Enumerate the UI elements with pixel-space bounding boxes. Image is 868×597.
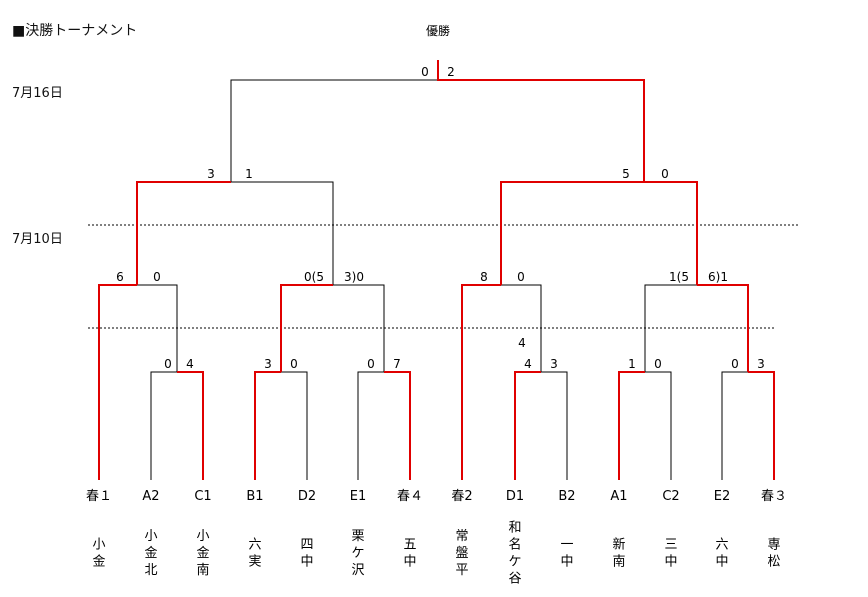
score-r1-m5-right: 0	[654, 357, 662, 371]
line-r2-m1-loser	[137, 284, 178, 372]
team-code-12: E2	[714, 489, 731, 504]
score-r1-m4-left: 4	[524, 357, 532, 371]
score-r1-m6-left: 0	[731, 357, 739, 371]
score-r1-m5-left: 1	[628, 357, 636, 371]
line-team-E2	[721, 371, 748, 480]
team-name-11: 三中	[664, 538, 677, 570]
score-r1-m1-left: 0	[164, 357, 172, 371]
win-path-haru2	[461, 284, 501, 480]
line-team-D2	[281, 371, 308, 480]
score-r2-m1-left: 6	[116, 270, 124, 284]
score-r2-m4-right: 6)1	[708, 270, 728, 284]
win-path-r2-m2	[280, 284, 333, 372]
team-name-6: 五中	[403, 538, 416, 570]
team-code-10: A1	[610, 489, 627, 504]
team-code-2: C1	[194, 489, 211, 504]
date-label-early: 7月10日	[12, 232, 63, 247]
team-name-4: 四中	[300, 538, 313, 570]
score-r2-m2-right: 3)0	[344, 270, 364, 284]
team-code-0: 春１	[86, 489, 112, 504]
line-final-loser	[230, 79, 438, 182]
score-r2-m4-left: 1(5	[669, 270, 689, 284]
team-code-4: D2	[298, 489, 316, 504]
score-r3-m2-right: 0	[661, 167, 669, 181]
team-code-11: C2	[662, 489, 679, 504]
line-team-C2	[645, 371, 672, 480]
win-path-r2-m4	[697, 284, 749, 372]
line-team-B2	[541, 371, 568, 480]
score-r2-m3-left: 8	[480, 270, 488, 284]
win-path-r3-m2	[500, 181, 644, 285]
black-lines	[137, 79, 748, 480]
team-name-2: 小金南	[196, 529, 209, 578]
line-r2-m4-loser	[644, 284, 697, 372]
score-r2-m2-left: 0(5	[304, 270, 324, 284]
score-final-left: 0	[421, 65, 429, 79]
win-path-haru1	[98, 284, 137, 480]
team-name-5: 栗ケ沢	[351, 529, 364, 578]
team-code-6: 春４	[397, 489, 423, 504]
score-r1-m6-right: 3	[757, 357, 765, 371]
champion-label: 優勝	[426, 23, 450, 38]
team-name-13: 専松	[767, 538, 780, 570]
team-code-7: 春2	[451, 489, 472, 504]
win-path-B1	[254, 371, 281, 480]
win-path-r3-m2-right	[644, 181, 698, 285]
score-r1-m1-right: 4	[186, 357, 194, 371]
scores: 0 4 3 0 0 7 4 3 4 1 0 0 3 6 0 0(5 3)0 8 …	[116, 65, 765, 371]
score-r3-m2-left: 5	[622, 167, 630, 181]
team-code-3: B1	[246, 489, 263, 504]
score-r1-m3-left: 0	[367, 357, 375, 371]
line-r3-m1-loser	[231, 181, 334, 285]
line-r2-m2-loser	[333, 284, 385, 372]
score-r1-m4-right: 3	[550, 357, 558, 371]
team-name-1: 小金北	[144, 529, 157, 578]
team-name-12: 六中	[715, 538, 728, 570]
score-r2-m1-right: 0	[153, 270, 161, 284]
page-title: ■決勝トーナメント	[12, 23, 138, 39]
score-r1-m2-right: 0	[290, 357, 298, 371]
score-r3-m1-left: 3	[207, 167, 215, 181]
win-path-haru3	[748, 371, 775, 480]
score-r3-m1-right: 1	[245, 167, 253, 181]
score-r2-m3-right: 0	[517, 270, 525, 284]
line-team-A2	[150, 371, 177, 480]
team-code-1: A2	[142, 489, 159, 504]
line-team-E1	[357, 371, 384, 480]
team-name-10: 新南	[612, 537, 625, 570]
team-code-5: E1	[350, 489, 367, 504]
win-path-C1	[177, 371, 204, 480]
score-r1-m2-left: 3	[264, 357, 272, 371]
win-path-A1	[618, 371, 645, 480]
team-name-0: 小金	[92, 538, 105, 570]
score-r1-m3-right: 7	[393, 357, 401, 371]
line-r2-m3-loser	[501, 284, 542, 372]
red-lines	[98, 60, 775, 480]
win-path-final	[437, 60, 645, 182]
team-name-8: 和名ケ谷	[508, 521, 521, 587]
date-label-final: 7月16日	[12, 86, 63, 101]
score-r1-m4-extra: 4	[518, 336, 526, 350]
team-labels: 春１ 小金 A2 小金北 C1 小金南 B1 六実 D2 四中 E1 栗ケ沢 春４ 五中 春2 常盤平 D1 和名…	[86, 489, 787, 587]
win-path-haru4	[384, 371, 411, 480]
win-path-r3-m1	[136, 181, 231, 285]
team-code-13: 春３	[761, 489, 787, 504]
win-path-D1	[514, 371, 541, 480]
team-name-7: 常盤平	[455, 529, 468, 578]
team-name-3: 六実	[248, 538, 261, 570]
score-final-right: 2	[447, 65, 455, 79]
team-name-9: 一中	[560, 538, 573, 570]
team-code-9: B2	[558, 489, 575, 504]
team-code-8: D1	[506, 489, 524, 504]
